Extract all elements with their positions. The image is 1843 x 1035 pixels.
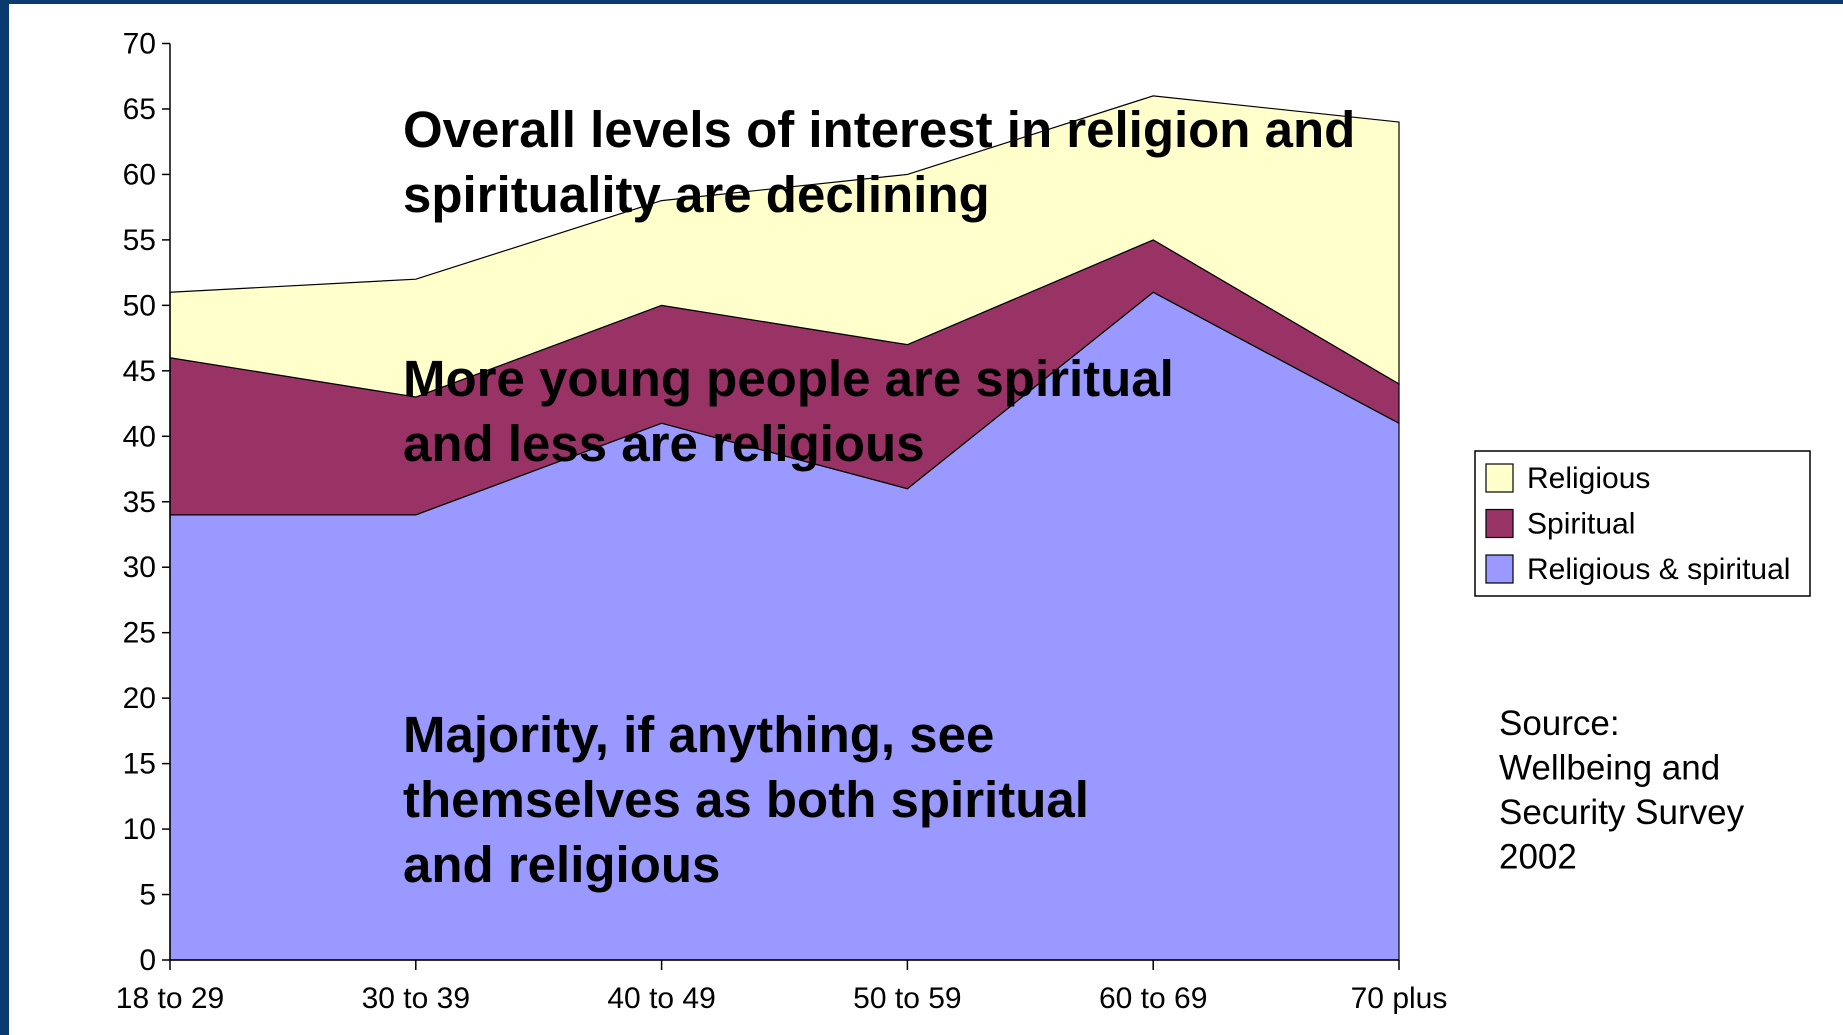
y-tick-label: 55 — [123, 224, 156, 257]
legend: Religious & spiritual Spiritual Religious — [1474, 450, 1811, 597]
annotation: and religious — [403, 836, 720, 893]
source-text: Security Survey — [1499, 793, 1745, 832]
x-tick-label: 60 to 69 — [1099, 982, 1207, 1015]
x-tick-label: 70 plus — [1351, 982, 1448, 1015]
y-tick-label: 0 — [139, 944, 156, 977]
legend-swatch — [1485, 463, 1514, 493]
x-tick-label: 50 to 59 — [853, 982, 961, 1015]
annotation: spirituality are declining — [403, 166, 990, 223]
y-tick-label: 15 — [123, 748, 156, 781]
annotation: Majority, if anything, see — [403, 706, 994, 763]
source-text: Source: — [1499, 704, 1620, 743]
y-tick-label: 10 — [123, 813, 156, 846]
legend-swatch — [1485, 554, 1514, 584]
y-tick-label: 50 — [123, 289, 156, 322]
y-tick-label: 70 — [123, 28, 156, 61]
annotations: Overall levels of interest in religion a… — [403, 101, 1745, 893]
y-tick-label: 65 — [123, 93, 156, 126]
annotation: Overall levels of interest in religion a… — [403, 101, 1355, 158]
annotation: and less are religious — [403, 415, 925, 472]
y-tick-label: 20 — [123, 682, 156, 715]
y-tick-label: 40 — [123, 420, 156, 453]
legend-swatch — [1485, 508, 1514, 539]
y-tick-label: 60 — [123, 158, 156, 191]
x-tick-label: 18 to 29 — [116, 982, 224, 1015]
legend-label: Religious — [1527, 462, 1650, 495]
frame-top — [0, 0, 1843, 4]
area — [169, 95, 1400, 398]
annotation: themselves as both spiritual — [403, 771, 1089, 828]
legend-label: Religious & spiritual — [1527, 553, 1790, 586]
legend-box — [1474, 450, 1811, 597]
x-tick-label: 40 to 49 — [607, 982, 715, 1015]
source-text: 2002 — [1499, 838, 1577, 877]
y-tick-label: 35 — [123, 486, 156, 519]
y-tick-label: 30 — [123, 551, 156, 584]
source-text: Wellbeing and — [1499, 749, 1720, 788]
y-tick-label: 25 — [123, 617, 156, 650]
y-tick-label: 45 — [123, 355, 156, 388]
annotation: More young people are spiritual — [403, 350, 1174, 407]
y-tick-label: 5 — [139, 879, 156, 912]
legend-label: Spiritual — [1527, 508, 1635, 541]
frame-left — [0, 0, 9, 1035]
x-tick-label: 30 to 39 — [362, 982, 470, 1015]
axes: 0 5 10 15 20 25 30 35 40 45 50 55 60 65 70 18 to 29 30 t… — [116, 28, 1448, 1016]
